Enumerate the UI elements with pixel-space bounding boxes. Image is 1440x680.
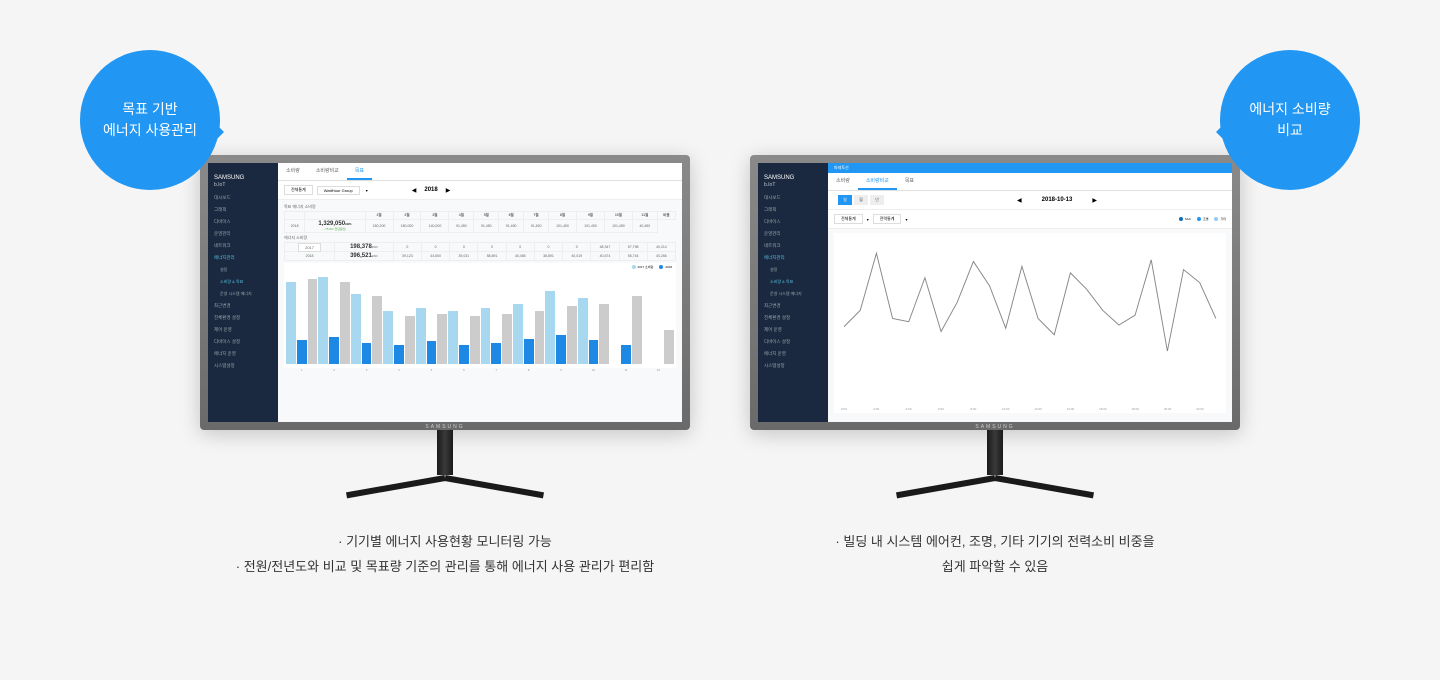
- nav-item[interactable]: 그래픽: [758, 204, 828, 216]
- nav-item[interactable]: 최근변경: [758, 300, 828, 312]
- bar-group: 10: [578, 267, 609, 364]
- caption-right: · 빌딩 내 시스템 에어컨, 조명, 기타 기기의 전력소비 비중을쉽게 파악…: [750, 530, 1240, 579]
- year-next[interactable]: ▶: [446, 187, 451, 194]
- date-prev[interactable]: ◀: [1017, 197, 1022, 204]
- bar-group: 8: [513, 267, 544, 364]
- bar-group: 3: [351, 267, 382, 364]
- legend-item: 조명: [1197, 217, 1209, 221]
- year-select[interactable]: 2017: [298, 243, 321, 252]
- tab[interactable]: 소비량비교: [308, 163, 347, 180]
- filter2-select-2[interactable]: 전력통계: [873, 214, 902, 224]
- consumption-table: 2017198,378kWh000000048,34757,79840,214 …: [284, 242, 676, 261]
- bar-group: 2: [318, 267, 349, 364]
- section1-label: 목표 에너지 소비량: [284, 204, 676, 210]
- stacked-chart: 0:002:004:006:008:0010:0012:0014:0016:00…: [834, 233, 1226, 413]
- filter2-select-1[interactable]: 전체통계: [834, 214, 863, 224]
- target-table: 1월2월3월4월5월6월7월8월9월10월11월비율 20181,329,050…: [284, 211, 676, 233]
- nav-item[interactable]: 대시보드: [208, 192, 278, 204]
- nav-item[interactable]: 디바이스: [758, 216, 828, 228]
- bar-group: 1: [286, 267, 317, 364]
- bubble-left: 목표 기반 에너지 사용관리: [80, 50, 220, 190]
- bar-group: 5: [416, 267, 447, 364]
- nav-item[interactable]: 대시보드: [758, 192, 828, 204]
- tabs: 소비량소비량비교목표: [278, 163, 682, 181]
- time-btn[interactable]: 년: [870, 195, 884, 205]
- nav-sub-item[interactable]: 운영 시스템 에너지: [208, 288, 278, 300]
- tab[interactable]: 목표: [347, 163, 372, 180]
- nav-item[interactable]: 네트워크: [758, 240, 828, 252]
- nav-sub-item[interactable]: 소비량 & 목표: [208, 276, 278, 288]
- monitor-right: SAMSUNG b.IoT 대시보드그래픽디바이스운영관리네트워크에너지관리설정…: [750, 155, 1240, 500]
- nav-item[interactable]: 시스템설정: [758, 360, 828, 372]
- nav-item[interactable]: 디바이스 설정: [758, 336, 828, 348]
- bubble-right: 에너지 소비량 비교: [1220, 50, 1360, 190]
- bar-group: 6: [448, 267, 479, 364]
- nav-item[interactable]: 전체환경 설정: [208, 312, 278, 324]
- nav-item[interactable]: 에너지 운영: [208, 348, 278, 360]
- filter-select-1[interactable]: 전체통계: [284, 185, 313, 195]
- nav-item-active[interactable]: 에너지관리: [208, 252, 278, 264]
- nav-item[interactable]: 전체환경 설정: [758, 312, 828, 324]
- year-prev[interactable]: ◀: [412, 187, 417, 194]
- bar-group: 12: [643, 267, 674, 364]
- nav-item[interactable]: 네트워크: [208, 240, 278, 252]
- bar-group: 4: [383, 267, 414, 364]
- tab[interactable]: 소비량: [278, 163, 308, 180]
- logo-2: SAMSUNG b.IoT: [758, 171, 828, 192]
- nav-item[interactable]: 최근변경: [208, 300, 278, 312]
- nav-item[interactable]: 그래픽: [208, 204, 278, 216]
- nav-item[interactable]: 제어 운영: [758, 324, 828, 336]
- nav-sub-item[interactable]: 운영 시스템 에너지: [758, 288, 828, 300]
- legend-item: 기타: [1214, 217, 1226, 221]
- nav-item[interactable]: 시스템설정: [208, 360, 278, 372]
- monitor-left: SAMSUNG b.IoT 대시보드그래픽디바이스운영관리네트워크에너지관리설정…: [200, 155, 690, 500]
- year-display: 2018: [424, 187, 437, 193]
- bar-group: 7: [481, 267, 512, 364]
- logo: SAMSUNG b.IoT: [208, 171, 278, 192]
- filter-select-2[interactable]: WattHour Group: [317, 186, 360, 195]
- nav-item[interactable]: 운영관리: [758, 228, 828, 240]
- tab[interactable]: 소비량비교: [858, 173, 897, 190]
- bar-group: 11: [610, 267, 641, 364]
- date-display: 2018-10-13: [1042, 197, 1073, 203]
- nav-item[interactable]: 제어 운영: [208, 324, 278, 336]
- nav-sub-item[interactable]: 소비량 & 목표: [758, 276, 828, 288]
- bar-chart: 2017 소비량2018 123456789101112: [284, 263, 676, 368]
- time-btn[interactable]: 일: [838, 195, 852, 205]
- section2-label: 에너지 소비량: [284, 235, 676, 241]
- sidebar: SAMSUNG b.IoT 대시보드그래픽디바이스운영관리네트워크에너지관리설정…: [208, 163, 278, 422]
- monitor-brand-2: SAMSUNG: [750, 424, 1240, 430]
- nav-item[interactable]: 운영관리: [208, 228, 278, 240]
- nav-sub-item[interactable]: 설정: [758, 264, 828, 276]
- monitor-brand: SAMSUNG: [200, 424, 690, 430]
- sidebar-2: SAMSUNG b.IoT 대시보드그래픽디바이스운영관리네트워크에너지관리설정…: [758, 163, 828, 422]
- header-bar: 파레토선: [828, 163, 1232, 173]
- legend-item: SAC: [1179, 217, 1191, 221]
- bar-group: 9: [545, 267, 576, 364]
- nav-item-active[interactable]: 에너지관리: [758, 252, 828, 264]
- date-next[interactable]: ▶: [1092, 197, 1097, 204]
- nav-item[interactable]: 디바이스: [208, 216, 278, 228]
- nav-item[interactable]: 디바이스 설정: [208, 336, 278, 348]
- caption-left: · 기기별 에너지 사용현황 모니터링 가능· 전원/전년도와 비교 및 목표량…: [200, 530, 690, 579]
- time-btn[interactable]: 월: [854, 195, 868, 205]
- nav-item[interactable]: 에너지 운영: [758, 348, 828, 360]
- tab[interactable]: 목표: [897, 173, 922, 190]
- tab[interactable]: 소비량: [828, 173, 858, 190]
- nav-sub-item[interactable]: 설정: [208, 264, 278, 276]
